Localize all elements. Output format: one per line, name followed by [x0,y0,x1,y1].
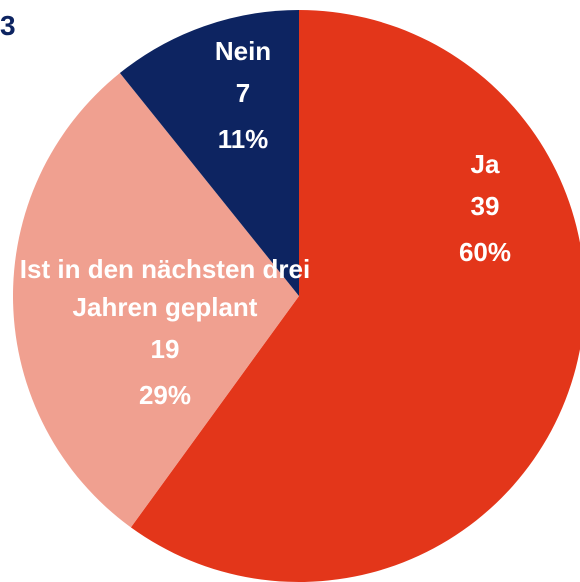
slice-percent: 11% [217,124,269,154]
pie-slice [12,73,299,528]
slice-count: 39 [470,191,500,221]
slice-name: Ja [470,149,500,179]
slice-name: Ist in den nächsten drei Jahren geplant [19,254,311,322]
slice-label: Ist in den nächsten drei Jahren geplant 1… [15,250,315,418]
slice-count: 7 [235,78,251,108]
slice-percent: 29% [138,380,192,410]
pie-slice [119,10,299,296]
slice-label: Ja 39 60% [385,145,580,275]
chart-title: 3 [0,10,16,41]
pie-slice [130,10,580,582]
slice-label: Nein 7 11% [183,32,303,162]
slice-name: Nein [214,36,272,66]
slice-percent: 60% [458,237,512,267]
slice-count: 19 [150,334,180,364]
